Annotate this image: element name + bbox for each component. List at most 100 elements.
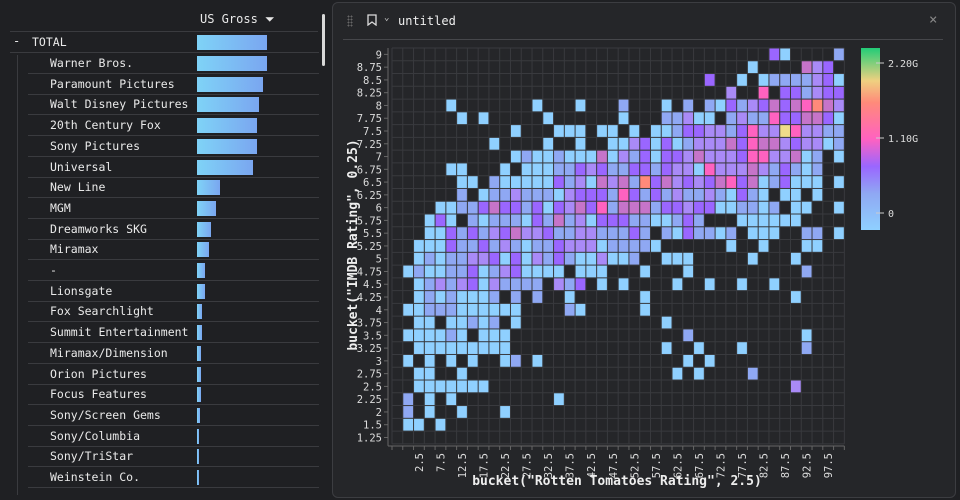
heatmap-cell[interactable] (704, 112, 715, 125)
heatmap-cell[interactable] (801, 240, 812, 252)
heatmap-cell[interactable] (704, 354, 715, 367)
heatmap-cell[interactable] (607, 240, 618, 252)
heatmap-cell[interactable] (737, 278, 747, 291)
heatmap-cell[interactable] (510, 214, 521, 227)
heatmap-cell[interactable] (521, 278, 532, 291)
heatmap-cell[interactable] (414, 278, 424, 291)
heatmap-cell[interactable] (629, 227, 640, 240)
heatmap-cell[interactable] (672, 252, 683, 265)
heatmap-cell[interactable] (543, 227, 554, 240)
heatmap-cell[interactable] (521, 150, 532, 163)
heatmap-cell[interactable] (500, 303, 510, 316)
heatmap-cell[interactable] (564, 252, 575, 265)
table-row[interactable]: New Line (28, 177, 319, 199)
table-row[interactable]: Miramax (28, 239, 319, 261)
heatmap-cell[interactable] (446, 278, 457, 291)
heatmap-cell[interactable] (704, 278, 715, 291)
heatmap-cell[interactable] (564, 214, 575, 227)
heatmap-cell[interactable] (694, 176, 704, 188)
heatmap-cell[interactable] (650, 150, 661, 163)
table-row[interactable]: Orion Pictures (28, 364, 319, 385)
heatmap-cell[interactable] (780, 86, 790, 99)
heatmap-cell[interactable] (780, 112, 790, 125)
heatmap-cell[interactable] (640, 150, 650, 163)
heatmap-cell[interactable] (801, 99, 812, 112)
heatmap-cell[interactable] (543, 150, 554, 163)
heatmap-cell[interactable] (747, 112, 758, 125)
heatmap-cell[interactable] (446, 265, 457, 278)
heatmap-cell[interactable] (575, 227, 586, 240)
heatmap-cell[interactable] (457, 188, 467, 201)
heatmap-cell[interactable] (650, 137, 661, 150)
heatmap-cell[interactable] (500, 201, 510, 214)
heatmap-cell[interactable] (607, 201, 618, 214)
heatmap-cell[interactable] (812, 125, 823, 137)
heatmap-cell[interactable] (650, 125, 661, 137)
heatmap-cell[interactable] (812, 150, 823, 163)
heatmap-cell[interactable] (532, 291, 543, 303)
heatmap-cell[interactable] (790, 112, 801, 125)
heatmap-cell[interactable] (414, 342, 424, 354)
table-row[interactable]: Focus Features (28, 384, 319, 406)
heatmap-cell[interactable] (758, 74, 769, 86)
heatmap-cell[interactable] (564, 303, 575, 316)
heatmap-cell[interactable] (586, 188, 597, 201)
heatmap-cell[interactable] (597, 125, 607, 137)
heatmap-cell[interactable] (532, 188, 543, 201)
heatmap-cell[interactable] (747, 163, 758, 176)
heatmap-cell[interactable] (414, 303, 424, 316)
panel-title[interactable]: untitled (398, 14, 456, 28)
heatmap-cell[interactable] (758, 227, 769, 240)
heatmap-cell[interactable] (629, 240, 640, 252)
heatmap-cell[interactable] (780, 150, 790, 163)
heatmap-cell[interactable] (457, 406, 467, 418)
heatmap-cell[interactable] (812, 112, 823, 125)
heatmap-cell[interactable] (618, 176, 629, 188)
heatmap-cell[interactable] (564, 163, 575, 176)
heatmap-cell[interactable] (414, 252, 424, 265)
heatmap-cell[interactable] (489, 188, 500, 201)
heatmap-cell[interactable] (812, 240, 823, 252)
heatmap-cell[interactable] (532, 163, 543, 176)
heatmap-cell[interactable] (424, 406, 435, 418)
heatmap-cell[interactable] (640, 214, 650, 227)
heatmap-cell[interactable] (737, 214, 747, 227)
heatmap-cell[interactable] (467, 354, 478, 367)
heatmap-cell[interactable] (801, 342, 812, 354)
heatmap-cell[interactable] (489, 265, 500, 278)
heatmap-cell[interactable] (424, 342, 435, 354)
table-row[interactable]: Fox Searchlight (28, 301, 319, 323)
heatmap-cell[interactable] (510, 278, 521, 291)
heatmap-cell[interactable] (554, 214, 564, 227)
heatmap-cell[interactable] (510, 125, 521, 137)
heatmap-cell[interactable] (629, 150, 640, 163)
close-icon[interactable]: × (929, 12, 938, 28)
heatmap-cell[interactable] (597, 240, 607, 252)
heatmap-cell[interactable] (672, 278, 683, 291)
heatmap-cell[interactable] (564, 227, 575, 240)
heatmap-cell[interactable] (575, 303, 586, 316)
heatmap-cell[interactable] (521, 176, 532, 188)
heatmap-cell[interactable] (424, 329, 435, 342)
heatmap-cell[interactable] (704, 99, 715, 112)
heatmap-cell[interactable] (554, 201, 564, 214)
heatmap-cell[interactable] (618, 150, 629, 163)
heatmap-cell[interactable] (597, 163, 607, 176)
heatmap-cell[interactable] (823, 86, 834, 99)
heatmap-cell[interactable] (521, 240, 532, 252)
heatmap-cell[interactable] (726, 112, 737, 125)
heatmap-cell[interactable] (737, 112, 747, 125)
heatmap-cell[interactable] (424, 380, 435, 393)
heatmap-cell[interactable] (424, 291, 435, 303)
heatmap-cell[interactable] (500, 406, 510, 418)
heatmap-cell[interactable] (726, 188, 737, 201)
heatmap-cell[interactable] (769, 176, 780, 188)
heatmap-cell[interactable] (683, 354, 694, 367)
heatmap-cell[interactable] (758, 176, 769, 188)
heatmap-cell[interactable] (575, 252, 586, 265)
heatmap-cell[interactable] (564, 201, 575, 214)
heatmap-cell[interactable] (467, 176, 478, 188)
heatmap-cell[interactable] (683, 329, 694, 342)
heatmap-cell[interactable] (435, 342, 446, 354)
heatmap-cell[interactable] (435, 329, 446, 342)
